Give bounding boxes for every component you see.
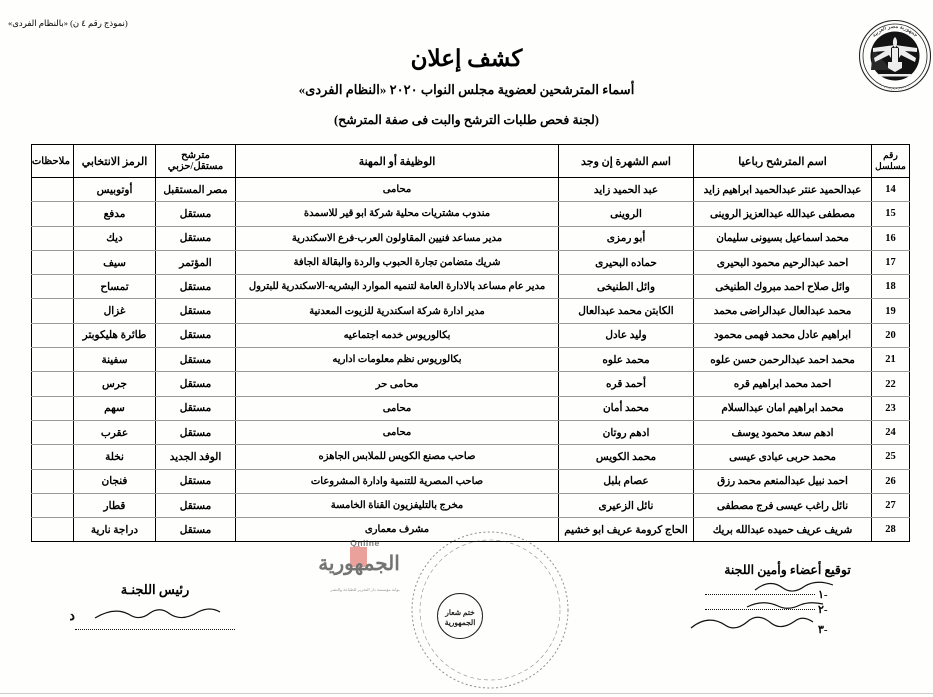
svg-text:الجمهورية: الجمهورية [318, 553, 400, 576]
svg-text:ختم شعار: ختم شعار [444, 608, 475, 618]
svg-text:-.-.-.-.-.-.-.-.-.-: -.-.-.-.-.-.-.-.-.- [878, 82, 912, 92]
svg-text:د: د [70, 609, 75, 624]
svg-text:الجمهورية: الجمهورية [445, 618, 476, 628]
